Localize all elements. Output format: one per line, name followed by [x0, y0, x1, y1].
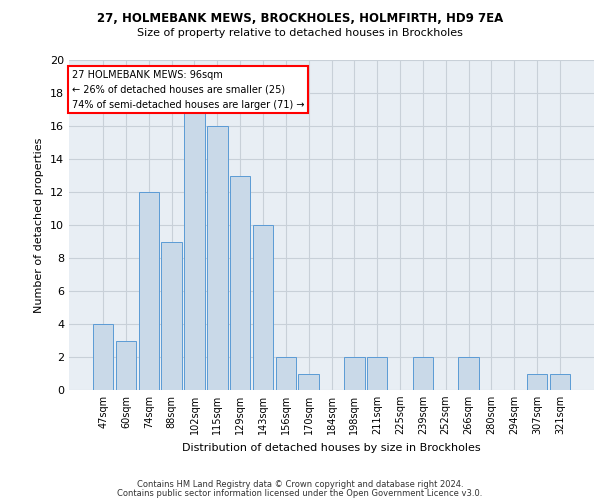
Bar	[184, 110, 205, 390]
Text: Size of property relative to detached houses in Brockholes: Size of property relative to detached ho…	[137, 28, 463, 38]
Bar	[550, 374, 570, 390]
Bar	[458, 357, 479, 390]
Text: 27, HOLMEBANK MEWS, BROCKHOLES, HOLMFIRTH, HD9 7EA: 27, HOLMEBANK MEWS, BROCKHOLES, HOLMFIRT…	[97, 12, 503, 26]
Bar	[344, 357, 365, 390]
Bar	[139, 192, 159, 390]
Bar	[161, 242, 182, 390]
Bar	[527, 374, 547, 390]
Bar	[253, 225, 273, 390]
Bar	[413, 357, 433, 390]
Bar	[93, 324, 113, 390]
Bar	[275, 357, 296, 390]
Y-axis label: Number of detached properties: Number of detached properties	[34, 138, 44, 312]
Text: Contains HM Land Registry data © Crown copyright and database right 2024.: Contains HM Land Registry data © Crown c…	[137, 480, 463, 489]
Text: Contains public sector information licensed under the Open Government Licence v3: Contains public sector information licen…	[118, 488, 482, 498]
Bar	[367, 357, 388, 390]
Bar	[230, 176, 250, 390]
Bar	[116, 340, 136, 390]
Bar	[298, 374, 319, 390]
Bar	[207, 126, 227, 390]
Text: 27 HOLMEBANK MEWS: 96sqm
← 26% of detached houses are smaller (25)
74% of semi-d: 27 HOLMEBANK MEWS: 96sqm ← 26% of detach…	[71, 70, 304, 110]
X-axis label: Distribution of detached houses by size in Brockholes: Distribution of detached houses by size …	[182, 442, 481, 452]
